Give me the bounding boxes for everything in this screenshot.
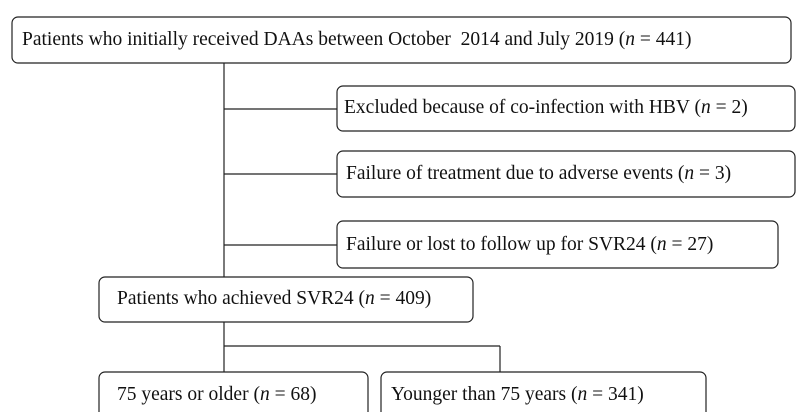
node-label: Failure of treatment due to adverse even… bbox=[346, 163, 731, 184]
node: Patients who initially received DAAs bet… bbox=[11, 16, 792, 64]
node-label: Patients who achieved SVR24 (n = 409) bbox=[117, 288, 431, 309]
node: Excluded because of co-infection with HB… bbox=[336, 85, 796, 132]
node: 75 years or older (n = 68) bbox=[98, 371, 369, 412]
node-box bbox=[98, 276, 474, 323]
node: Patients who achieved SVR24 (n = 409) bbox=[98, 276, 474, 323]
node-label: Patients who initially received DAAs bet… bbox=[22, 29, 692, 50]
node-label: Failure or lost to follow up for SVR24 (… bbox=[346, 234, 713, 255]
connectors bbox=[223, 63, 501, 372]
node: Failure of treatment due to adverse even… bbox=[336, 150, 796, 198]
node-label: Excluded because of co-infection with HB… bbox=[344, 97, 748, 118]
node-box bbox=[380, 371, 707, 412]
node-box bbox=[336, 85, 796, 132]
node-label: 75 years or older (n = 68) bbox=[117, 384, 316, 405]
node: Failure or lost to follow up for SVR24 (… bbox=[336, 220, 779, 269]
node: Younger than 75 years (n = 341) bbox=[380, 371, 707, 412]
node-box bbox=[336, 150, 796, 198]
node-box bbox=[11, 16, 792, 64]
node-label: Younger than 75 years (n = 341) bbox=[391, 384, 644, 405]
node-box bbox=[98, 371, 369, 412]
node-box bbox=[336, 220, 779, 269]
